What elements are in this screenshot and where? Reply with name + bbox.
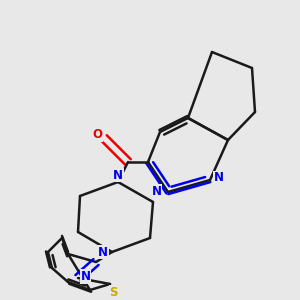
Text: O: O [92, 128, 102, 142]
Text: N: N [113, 169, 123, 182]
Text: S: S [109, 286, 118, 299]
Text: N: N [98, 245, 108, 259]
Text: N: N [152, 185, 162, 198]
Text: N: N [214, 171, 224, 184]
Text: N: N [80, 270, 91, 283]
